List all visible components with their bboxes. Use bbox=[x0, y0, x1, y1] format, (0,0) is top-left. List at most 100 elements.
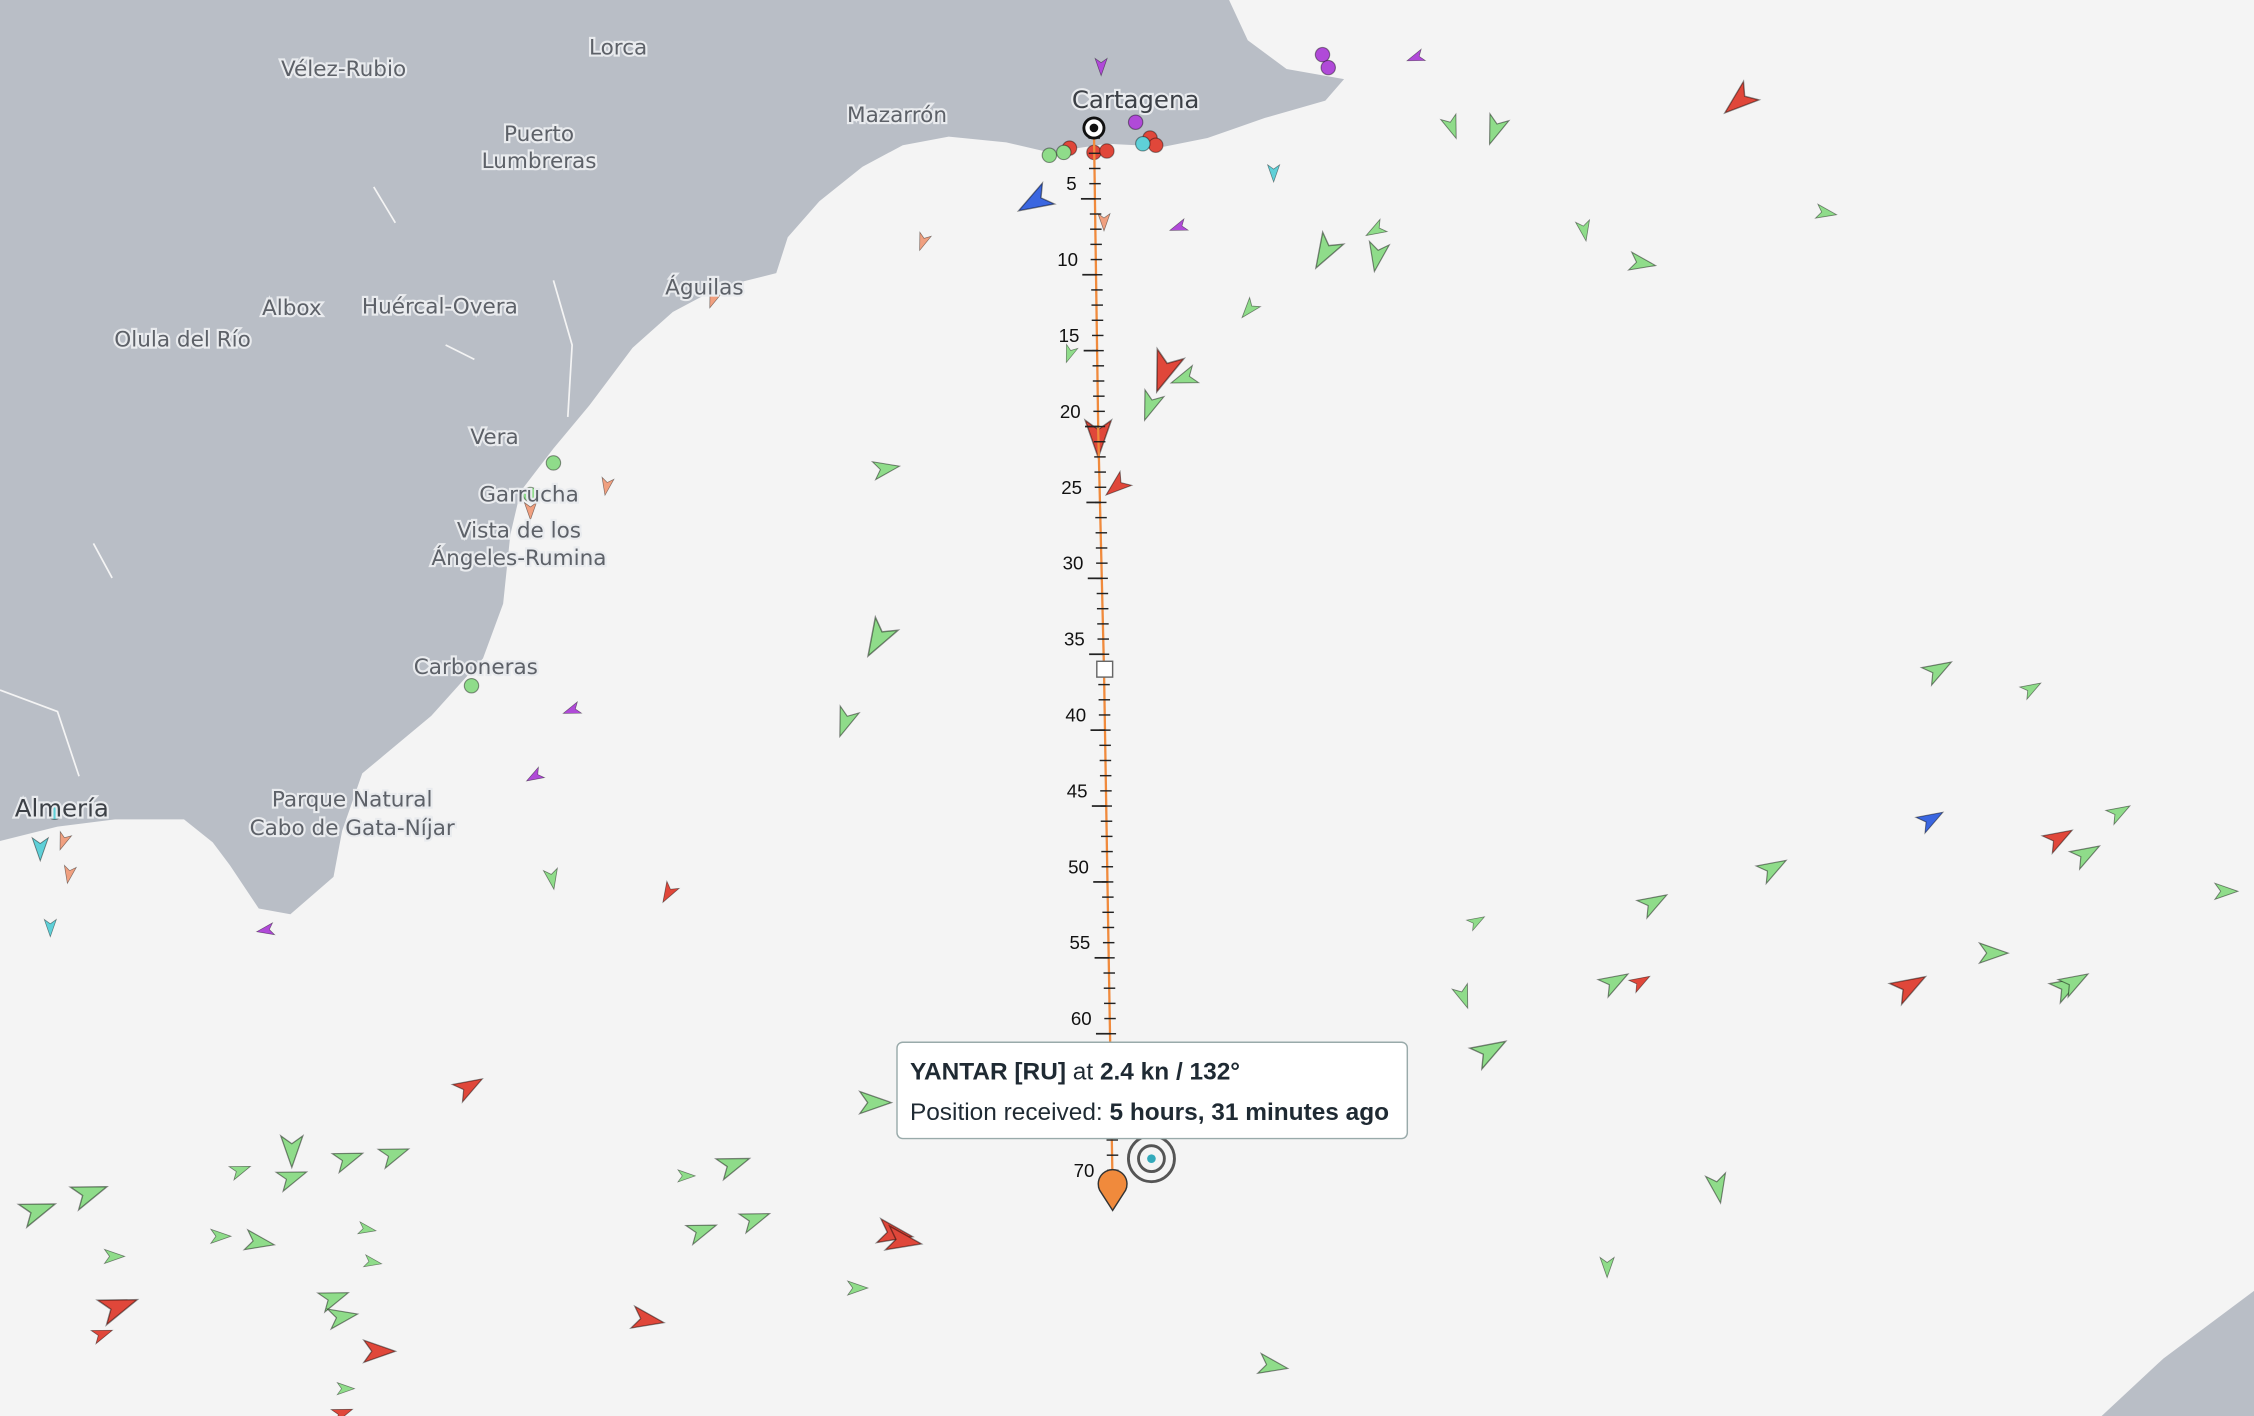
distance-label: 55 bbox=[1069, 932, 1090, 953]
vessel-icon bbox=[336, 1381, 356, 1396]
vessel-icon bbox=[362, 1254, 383, 1268]
tooltip-line: YANTAR [RU] at 2.4 kn / 132° bbox=[910, 1059, 1240, 1086]
vessel-icon bbox=[16, 1203, 58, 1229]
place-label: Carboneras bbox=[414, 655, 538, 680]
place-label: Garrucha bbox=[479, 483, 579, 508]
vessel-dot bbox=[1127, 114, 1144, 130]
course: 2.4 kn / 132° bbox=[1100, 1059, 1240, 1086]
vessel-icon bbox=[1266, 163, 1281, 184]
track-marker bbox=[1096, 660, 1114, 678]
vessel-dot bbox=[1320, 59, 1337, 76]
vessel-icon bbox=[1365, 218, 1389, 237]
vessel-icon bbox=[2056, 973, 2090, 999]
vessel-dot bbox=[1147, 137, 1164, 153]
vessel-icon bbox=[1919, 661, 1953, 687]
vessel-icon bbox=[1143, 387, 1166, 422]
vessel-icon bbox=[1065, 343, 1079, 364]
distance-label: 45 bbox=[1067, 780, 1088, 801]
distance-label: 15 bbox=[1059, 325, 1080, 346]
vessel-icon bbox=[376, 1148, 411, 1170]
vessel-icon bbox=[329, 1408, 354, 1416]
vessel-icon bbox=[713, 1157, 752, 1182]
vessel-icon bbox=[1155, 346, 1187, 394]
place-label: Mazarrón bbox=[847, 103, 947, 128]
vessel-icon bbox=[1814, 203, 1838, 219]
place-label: Almería bbox=[15, 794, 109, 823]
vessel-icon bbox=[2067, 845, 2102, 871]
vessel-icon bbox=[356, 1220, 377, 1235]
vessel-name: YANTAR [RU] bbox=[910, 1059, 1066, 1086]
vessel-icon bbox=[839, 704, 861, 739]
vessel-icon bbox=[1368, 239, 1391, 274]
vessel-icon bbox=[362, 1338, 398, 1364]
vessel-dot bbox=[522, 486, 539, 503]
vessel-icon bbox=[89, 1329, 114, 1345]
distance-label: 10 bbox=[1057, 249, 1078, 270]
place-label: Lorca bbox=[589, 36, 647, 61]
vessel-icon bbox=[325, 1308, 360, 1331]
vessel-icon bbox=[684, 1224, 718, 1247]
distance-label: 40 bbox=[1065, 705, 1086, 726]
vessel-icon bbox=[1439, 112, 1457, 140]
vessel-icon bbox=[1168, 217, 1190, 231]
place-label: Huércal-Overa bbox=[362, 294, 518, 319]
vessel-icon bbox=[95, 1298, 140, 1327]
tooltip-line: Position received: 5 hours, 31 minutes a… bbox=[910, 1099, 1389, 1126]
vessel-icon bbox=[601, 476, 615, 497]
vessel-icon bbox=[1635, 894, 1669, 920]
vessel-icon bbox=[1914, 811, 1945, 835]
place-label: Puerto bbox=[504, 122, 574, 147]
vessel-icon bbox=[274, 1171, 309, 1193]
vessel-icon bbox=[562, 700, 583, 714]
vessel-dot bbox=[1314, 46, 1331, 63]
land bbox=[0, 0, 1345, 915]
end-marker bbox=[1097, 1169, 1128, 1212]
tooltip-box bbox=[896, 1041, 1409, 1140]
distance-label: 25 bbox=[1061, 477, 1082, 498]
land bbox=[2101, 1290, 2254, 1416]
vessel-icon bbox=[227, 1165, 252, 1181]
vessel-icon bbox=[1704, 1171, 1727, 1205]
place-label: Albox bbox=[262, 296, 322, 321]
vessel-dot bbox=[545, 455, 562, 471]
vessel-icon bbox=[316, 1292, 350, 1314]
vessel-icon bbox=[2018, 682, 2042, 701]
vessel-icon bbox=[1599, 1256, 1615, 1279]
vessel-icon bbox=[103, 1248, 126, 1265]
vessel-icon bbox=[677, 1169, 697, 1183]
vessel-dot bbox=[1041, 147, 1058, 164]
vessel-icon bbox=[2213, 882, 2240, 901]
place-label: Águilas bbox=[665, 275, 743, 301]
river bbox=[0, 186, 573, 777]
vessel-icon bbox=[709, 288, 723, 309]
received-label: Position received: bbox=[910, 1099, 1103, 1126]
place-label: Parque Natural bbox=[272, 787, 433, 812]
distance-label: 70 bbox=[1074, 1160, 1095, 1181]
vessel-icon bbox=[737, 1213, 772, 1235]
vessel-dot bbox=[1135, 136, 1151, 152]
distance-label: 20 bbox=[1060, 401, 1081, 422]
place-label: Cabo de Gata-Níjar bbox=[250, 816, 455, 841]
vessel-icon bbox=[1450, 982, 1469, 1010]
received: 5 hours, 31 minutes ago bbox=[1110, 1099, 1390, 1126]
vessel-icon bbox=[866, 614, 901, 659]
vessel-icon bbox=[63, 864, 78, 885]
vessel-icon bbox=[31, 836, 50, 863]
vessel-icon bbox=[330, 1152, 365, 1175]
vessel-icon bbox=[1723, 79, 1762, 115]
vessel-dot bbox=[463, 677, 480, 694]
vessel-icon bbox=[1241, 296, 1262, 319]
vessel-icon bbox=[59, 830, 73, 851]
place-label: Olula del Río bbox=[114, 327, 251, 352]
vessel-icon bbox=[2104, 805, 2132, 826]
vessel-icon bbox=[450, 1078, 484, 1104]
vessel-icon bbox=[1094, 57, 1108, 77]
vessel-icon bbox=[68, 1185, 109, 1212]
distance-label: 30 bbox=[1063, 553, 1084, 574]
distance-label: 60 bbox=[1071, 1008, 1092, 1029]
vessel-icon bbox=[1097, 212, 1111, 232]
vessel-icon bbox=[662, 880, 681, 904]
place-label: Vista de los bbox=[457, 519, 581, 544]
vessel-icon bbox=[279, 1134, 305, 1170]
vessel-dot bbox=[1099, 143, 1115, 159]
